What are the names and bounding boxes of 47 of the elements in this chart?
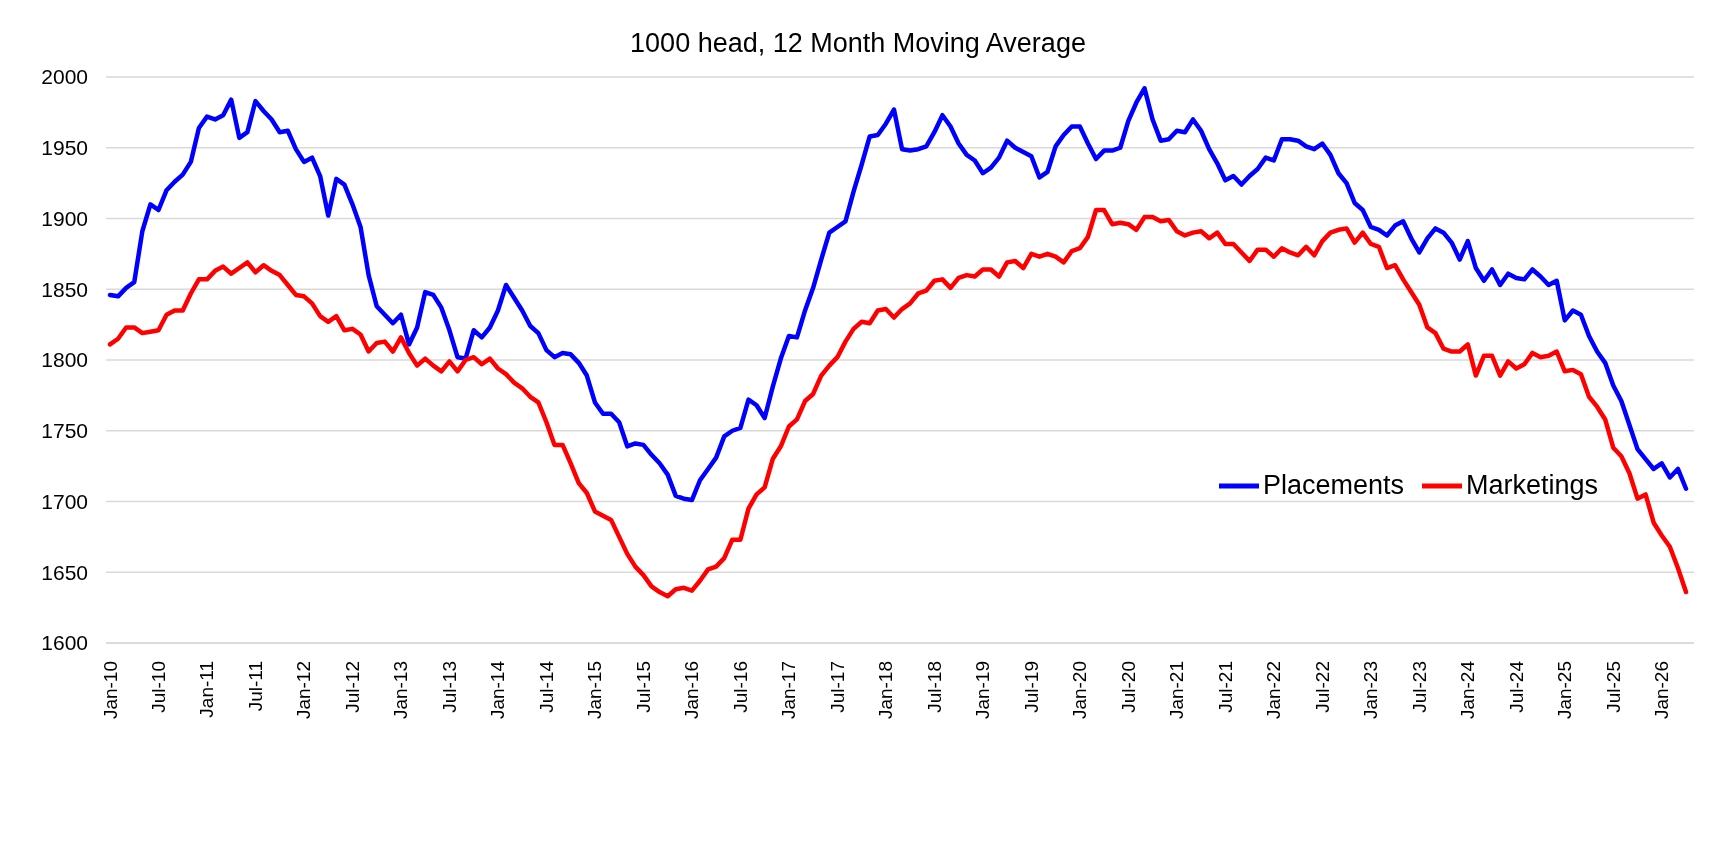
y-tick-label: 2000 [41, 65, 88, 89]
x-tick-label: Jul-24 [1505, 660, 1527, 713]
x-tick-label: Jul-11 [244, 661, 266, 712]
x-tick-label: Jul-25 [1602, 661, 1624, 713]
x-tick-label: Jul-19 [1020, 661, 1042, 713]
legend-label: Marketings [1465, 470, 1598, 501]
y-tick-label: 1900 [41, 206, 88, 230]
y-tick-label: 1600 [41, 631, 88, 655]
chart-title: 1000 head, 12 Month Moving Average [629, 28, 1087, 59]
x-tick-label: Jul-22 [1311, 661, 1333, 713]
x-tick-label: Jan-15 [584, 661, 606, 720]
x-tick-label: Jan-14 [487, 660, 509, 720]
x-tick-label: Jan-16 [681, 661, 703, 720]
x-tick-label: Jul-23 [1408, 661, 1430, 713]
x-tick-label: Jul-17 [826, 661, 848, 713]
x-tick-label: Jul-13 [438, 661, 460, 713]
x-tick-label: Jan-26 [1651, 661, 1673, 720]
x-tick-label: Jul-15 [632, 661, 654, 713]
y-tick-label: 1850 [41, 277, 88, 301]
x-tick-label: Jan-13 [390, 661, 412, 720]
x-tick-label: Jul-18 [923, 661, 945, 713]
x-tick-label: Jan-19 [972, 661, 994, 720]
x-tick-label: Jan-23 [1360, 661, 1382, 720]
x-tick-label: Jul-10 [147, 661, 169, 713]
x-tick-label: Jan-25 [1554, 661, 1576, 720]
line-series [107, 86, 1689, 503]
x-tick-label: Jul-14 [535, 660, 557, 713]
x-tick-label: Jan-20 [1069, 661, 1091, 720]
x-tick-label: Jan-17 [778, 661, 800, 720]
x-tick-label: Jul-12 [341, 661, 363, 713]
y-tick-label: 1750 [41, 419, 88, 443]
x-tick-label: Jul-21 [1214, 661, 1236, 713]
x-tick-label: Jan-21 [1166, 661, 1188, 720]
x-tick-label: Jan-10 [99, 661, 121, 720]
y-tick-label: 1650 [41, 560, 88, 584]
y-tick-label: 1800 [41, 348, 88, 372]
x-tick-label: Jul-16 [729, 661, 751, 713]
x-tick-label: Jul-20 [1117, 661, 1139, 713]
y-tick-label: 1950 [41, 136, 88, 160]
legend-label: Placements [1262, 470, 1404, 501]
x-tick-label: Jan-22 [1263, 661, 1285, 720]
line-series [107, 207, 1689, 599]
y-tick-label: 1700 [41, 489, 88, 513]
x-tick-label: Jan-18 [875, 661, 897, 720]
x-tick-label: Jan-12 [293, 661, 315, 720]
x-tick-label: Jan-11 [196, 661, 218, 718]
x-tick-label: Jan-24 [1457, 660, 1479, 720]
